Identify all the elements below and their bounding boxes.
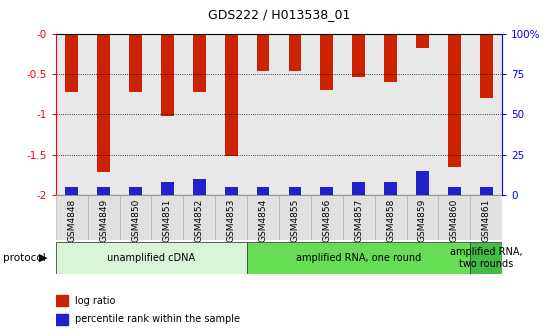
Bar bbox=[151, 195, 184, 240]
Bar bbox=[65, 34, 78, 92]
Bar bbox=[129, 34, 142, 92]
Bar bbox=[88, 195, 119, 240]
Bar bbox=[215, 195, 247, 240]
Bar bbox=[247, 242, 470, 274]
Text: protocol: protocol bbox=[3, 253, 46, 263]
Text: amplified RNA,
two rounds: amplified RNA, two rounds bbox=[450, 247, 523, 269]
Text: GSM4857: GSM4857 bbox=[354, 199, 363, 242]
Bar bbox=[480, 34, 493, 98]
Bar bbox=[184, 195, 215, 240]
Bar bbox=[257, 34, 270, 71]
Bar bbox=[470, 34, 502, 195]
Bar bbox=[97, 187, 110, 195]
Text: percentile rank within the sample: percentile rank within the sample bbox=[75, 314, 239, 325]
Text: log ratio: log ratio bbox=[75, 296, 115, 306]
Bar bbox=[374, 34, 407, 195]
Text: GSM4849: GSM4849 bbox=[99, 199, 108, 242]
Bar bbox=[56, 295, 68, 306]
Bar bbox=[374, 195, 407, 240]
Bar bbox=[439, 195, 470, 240]
Bar bbox=[288, 34, 301, 71]
Bar bbox=[247, 34, 279, 195]
Bar bbox=[88, 34, 119, 195]
Text: unamplified cDNA: unamplified cDNA bbox=[107, 253, 195, 263]
Bar bbox=[247, 195, 279, 240]
Text: GSM4850: GSM4850 bbox=[131, 199, 140, 242]
Bar bbox=[225, 187, 238, 195]
Bar bbox=[193, 179, 206, 195]
Bar bbox=[129, 187, 142, 195]
Bar bbox=[97, 34, 110, 172]
Text: GSM4859: GSM4859 bbox=[418, 199, 427, 242]
Bar bbox=[320, 187, 333, 195]
Bar bbox=[470, 242, 502, 274]
Text: GSM4852: GSM4852 bbox=[195, 199, 204, 242]
Bar bbox=[257, 187, 270, 195]
Text: GSM4853: GSM4853 bbox=[227, 199, 235, 242]
Bar bbox=[470, 195, 502, 240]
Bar bbox=[151, 34, 184, 195]
Bar bbox=[448, 34, 461, 167]
Bar bbox=[407, 34, 439, 195]
Bar bbox=[119, 195, 151, 240]
Bar bbox=[56, 34, 88, 195]
Bar bbox=[161, 34, 174, 116]
Text: GSM4851: GSM4851 bbox=[163, 199, 172, 242]
Bar bbox=[56, 242, 247, 274]
Bar bbox=[352, 34, 365, 77]
Bar bbox=[311, 195, 343, 240]
Text: amplified RNA, one round: amplified RNA, one round bbox=[296, 253, 421, 263]
Bar bbox=[215, 34, 247, 195]
Bar bbox=[343, 34, 374, 195]
Bar bbox=[56, 314, 68, 325]
Bar bbox=[311, 34, 343, 195]
Bar bbox=[279, 34, 311, 195]
Bar bbox=[193, 34, 206, 92]
Bar bbox=[161, 182, 174, 195]
Bar bbox=[352, 182, 365, 195]
Bar bbox=[384, 182, 397, 195]
Bar bbox=[225, 34, 238, 156]
Text: GSM4858: GSM4858 bbox=[386, 199, 395, 242]
Text: ▶: ▶ bbox=[39, 253, 47, 263]
Text: GSM4861: GSM4861 bbox=[482, 199, 490, 242]
Bar bbox=[448, 187, 461, 195]
Bar bbox=[119, 34, 151, 195]
Bar bbox=[184, 34, 215, 195]
Bar bbox=[416, 171, 429, 195]
Text: GSM4855: GSM4855 bbox=[291, 199, 300, 242]
Bar bbox=[65, 187, 78, 195]
Bar bbox=[279, 195, 311, 240]
Text: GDS222 / H013538_01: GDS222 / H013538_01 bbox=[208, 8, 350, 22]
Bar bbox=[56, 195, 88, 240]
Bar bbox=[407, 195, 439, 240]
Bar bbox=[384, 34, 397, 82]
Bar bbox=[480, 187, 493, 195]
Text: GSM4854: GSM4854 bbox=[258, 199, 267, 242]
Text: GSM4860: GSM4860 bbox=[450, 199, 459, 242]
Bar bbox=[343, 195, 374, 240]
Text: GSM4848: GSM4848 bbox=[68, 199, 76, 242]
Bar bbox=[439, 34, 470, 195]
Bar bbox=[288, 187, 301, 195]
Text: GSM4856: GSM4856 bbox=[323, 199, 331, 242]
Bar bbox=[320, 34, 333, 90]
Bar bbox=[416, 34, 429, 48]
